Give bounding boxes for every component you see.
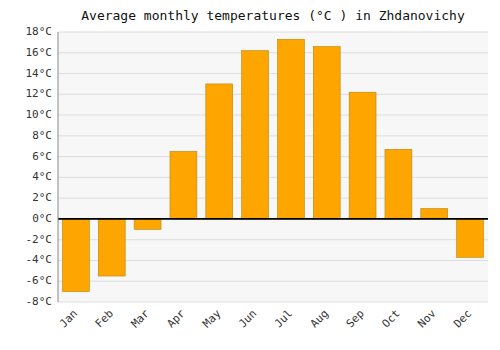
y-tick-label: 6°C bbox=[32, 150, 52, 163]
y-tick-label: 18°C bbox=[26, 25, 53, 38]
grid bbox=[58, 32, 488, 302]
y-tick-label: 14°C bbox=[26, 67, 53, 80]
bar bbox=[170, 151, 197, 219]
y-tick-label: 12°C bbox=[26, 87, 53, 100]
x-tick-labels: Jan Feb Mar Apr May Jun Jul Aug Sep Oct Nov Dec bbox=[57, 307, 474, 331]
grid-line bbox=[58, 156, 488, 157]
bar bbox=[206, 84, 233, 219]
y-tick-label: 0°C bbox=[32, 212, 52, 225]
x-tick-label: Feb bbox=[93, 307, 116, 330]
bar bbox=[277, 39, 304, 219]
bar bbox=[349, 92, 376, 219]
y-tick-label: 10°C bbox=[26, 108, 53, 121]
grid-line bbox=[58, 177, 488, 178]
bars bbox=[62, 39, 483, 291]
x-tick-label: Apr bbox=[164, 307, 188, 331]
x-tick-label: Oct bbox=[379, 307, 402, 330]
x-tick-label: Aug bbox=[308, 307, 331, 330]
zero-line bbox=[58, 218, 488, 220]
grid-line bbox=[58, 52, 488, 53]
y-tick-label: -4°C bbox=[26, 253, 53, 266]
bar bbox=[385, 149, 412, 219]
x-tick-label: Jul bbox=[272, 307, 295, 330]
x-tick-label: May bbox=[200, 307, 224, 331]
title: Average monthly temperatures (°C ) in Zh… bbox=[81, 8, 465, 23]
grid-line bbox=[58, 218, 488, 219]
y-axis-line bbox=[58, 32, 59, 302]
bar bbox=[62, 219, 89, 292]
grid-line bbox=[58, 32, 488, 33]
grid-line bbox=[58, 94, 488, 95]
x-tick-label: Dec bbox=[451, 307, 474, 330]
x-tick-label: Sep bbox=[344, 307, 367, 330]
bar bbox=[313, 47, 340, 219]
y-tick-label: -6°C bbox=[26, 274, 53, 287]
x-tick-label: Jan bbox=[57, 307, 80, 330]
grid-line bbox=[58, 115, 488, 116]
chart: -8°C -6°C -4°C -2°C 0°C 2°C 4°C 6°C 8°C 10°C 12°C 1… bbox=[0, 0, 500, 350]
y-tick-label: -2°C bbox=[26, 233, 53, 246]
grid-line bbox=[58, 281, 488, 282]
bar bbox=[457, 219, 484, 257]
y-tick-label: -8°C bbox=[26, 295, 53, 308]
y-tick-label: 8°C bbox=[32, 129, 52, 142]
x-tick-label: Nov bbox=[415, 307, 439, 331]
grid-line bbox=[58, 135, 488, 136]
grid-line bbox=[58, 198, 488, 199]
bar bbox=[421, 209, 448, 219]
y-tick-label: 2°C bbox=[32, 191, 52, 204]
x-tick-label: Mar bbox=[129, 307, 153, 331]
grid-line bbox=[58, 73, 488, 74]
bar bbox=[98, 219, 125, 276]
y-tick-label: 4°C bbox=[32, 170, 52, 183]
y-tick-labels: -8°C -6°C -4°C -2°C 0°C 2°C 4°C 6°C 8°C 10°C 12°C 1… bbox=[26, 25, 53, 308]
grid-line bbox=[58, 302, 488, 303]
y-tick-label: 16°C bbox=[26, 46, 53, 59]
x-tick-label: Jun bbox=[236, 307, 259, 330]
plot-area bbox=[58, 32, 488, 302]
bar bbox=[242, 51, 269, 219]
bar bbox=[134, 219, 161, 229]
